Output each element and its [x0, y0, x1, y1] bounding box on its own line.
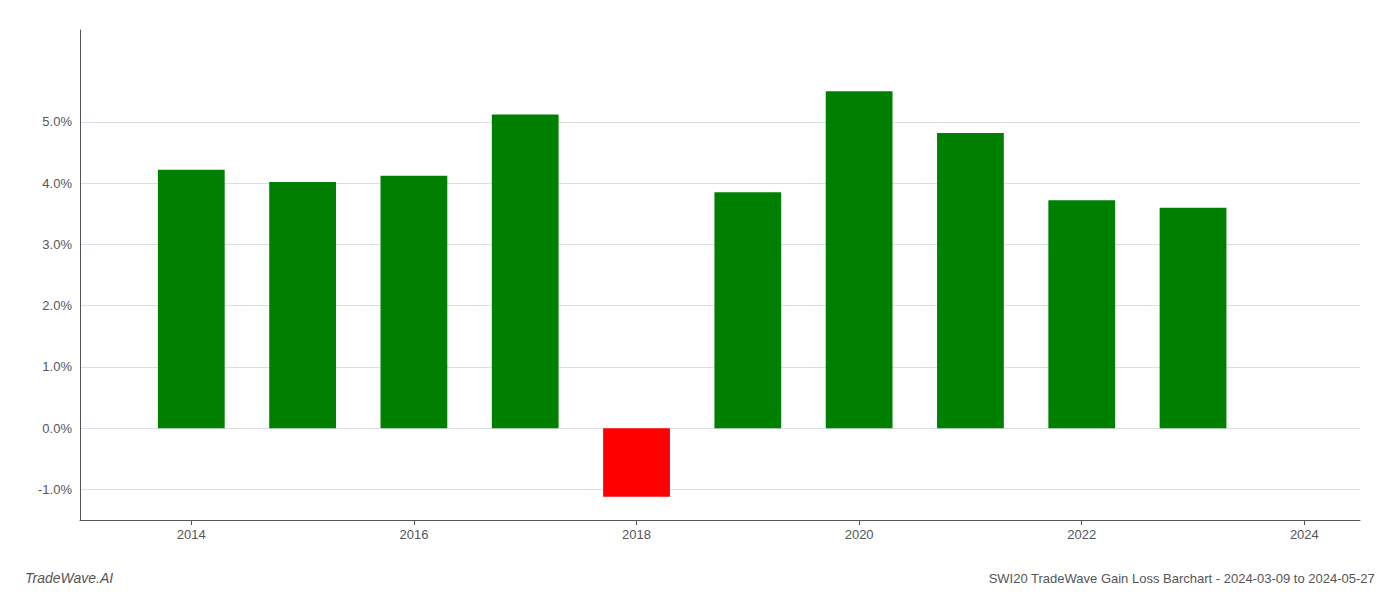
svg-text:2024: 2024 [1290, 527, 1319, 542]
svg-text:2016: 2016 [399, 527, 428, 542]
svg-text:2.0%: 2.0% [42, 298, 72, 313]
svg-text:2022: 2022 [1067, 527, 1096, 542]
svg-text:1.0%: 1.0% [42, 359, 72, 374]
svg-text:3.0%: 3.0% [42, 237, 72, 252]
svg-text:4.0%: 4.0% [42, 176, 72, 191]
svg-text:2020: 2020 [845, 527, 874, 542]
svg-text:2018: 2018 [622, 527, 651, 542]
svg-text:0.0%: 0.0% [42, 421, 72, 436]
svg-text:5.0%: 5.0% [42, 114, 72, 129]
svg-text:2014: 2014 [177, 527, 206, 542]
svg-text:SWI20 TradeWave Gain Loss Barc: SWI20 TradeWave Gain Loss Barchart - 202… [989, 571, 1375, 586]
svg-text:TradeWave.AI: TradeWave.AI [25, 570, 113, 586]
svg-text:-1.0%: -1.0% [38, 482, 72, 497]
